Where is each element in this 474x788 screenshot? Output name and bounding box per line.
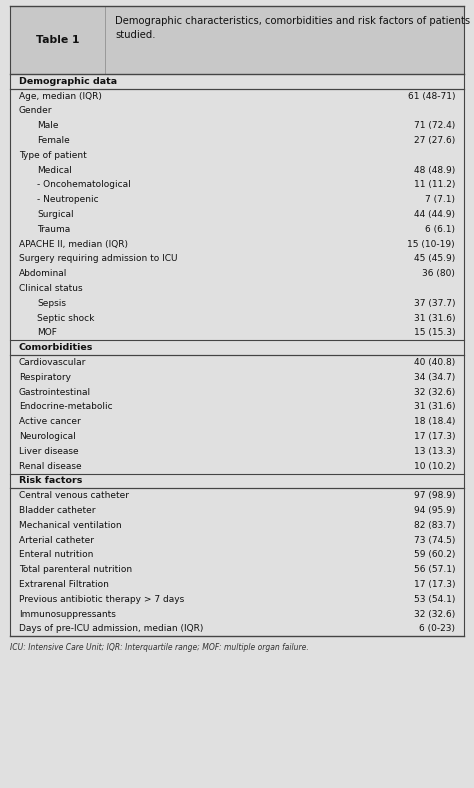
Text: Arterial catheter: Arterial catheter xyxy=(19,536,94,545)
Text: Table 1: Table 1 xyxy=(36,35,80,45)
Text: 44 (44.9): 44 (44.9) xyxy=(414,210,455,219)
Text: Days of pre-ICU admission, median (IQR): Days of pre-ICU admission, median (IQR) xyxy=(19,625,203,634)
Text: Trauma: Trauma xyxy=(37,225,70,234)
Text: Cardiovascular: Cardiovascular xyxy=(19,358,86,367)
Text: Risk factors: Risk factors xyxy=(19,477,82,485)
Text: Demographic characteristics, comorbidities and risk factors of patients
studied.: Demographic characteristics, comorbiditi… xyxy=(115,16,471,39)
Text: 73 (74.5): 73 (74.5) xyxy=(414,536,455,545)
Text: 7 (7.1): 7 (7.1) xyxy=(425,195,455,204)
Text: 56 (57.1): 56 (57.1) xyxy=(413,565,455,574)
Text: Type of patient: Type of patient xyxy=(19,151,87,160)
Text: 6 (0-23): 6 (0-23) xyxy=(419,625,455,634)
Text: Demographic data: Demographic data xyxy=(19,77,117,86)
Text: 27 (27.6): 27 (27.6) xyxy=(414,136,455,145)
Text: Age, median (IQR): Age, median (IQR) xyxy=(19,91,102,101)
Text: Septic shock: Septic shock xyxy=(37,314,94,323)
Text: 71 (72.4): 71 (72.4) xyxy=(414,121,455,130)
Text: 32 (32.6): 32 (32.6) xyxy=(414,388,455,396)
Bar xyxy=(10,74,464,637)
Text: 31 (31.6): 31 (31.6) xyxy=(413,314,455,323)
Text: Surgery requiring admission to ICU: Surgery requiring admission to ICU xyxy=(19,255,177,263)
Text: Female: Female xyxy=(37,136,70,145)
Text: 40 (40.8): 40 (40.8) xyxy=(414,358,455,367)
Text: Extrarenal Filtration: Extrarenal Filtration xyxy=(19,580,109,589)
Text: 61 (48-71): 61 (48-71) xyxy=(408,91,455,101)
Text: Enteral nutrition: Enteral nutrition xyxy=(19,551,93,559)
Text: 10 (10.2): 10 (10.2) xyxy=(414,462,455,470)
Text: - Neutropenic: - Neutropenic xyxy=(37,195,99,204)
Text: Comorbidities: Comorbidities xyxy=(19,344,93,352)
Text: Bladder catheter: Bladder catheter xyxy=(19,506,95,515)
Text: 59 (60.2): 59 (60.2) xyxy=(414,551,455,559)
Text: 11 (11.2): 11 (11.2) xyxy=(414,180,455,189)
Text: Respiratory: Respiratory xyxy=(19,373,71,382)
Text: 17 (17.3): 17 (17.3) xyxy=(413,432,455,441)
Text: 82 (83.7): 82 (83.7) xyxy=(414,521,455,530)
Text: 6 (6.1): 6 (6.1) xyxy=(425,225,455,234)
Text: Gender: Gender xyxy=(19,106,53,116)
Text: 32 (32.6): 32 (32.6) xyxy=(414,610,455,619)
Text: Central venous catheter: Central venous catheter xyxy=(19,491,129,500)
Text: 31 (31.6): 31 (31.6) xyxy=(413,403,455,411)
Text: 48 (48.9): 48 (48.9) xyxy=(414,165,455,175)
Text: Abdominal: Abdominal xyxy=(19,269,67,278)
Text: Male: Male xyxy=(37,121,58,130)
Text: Mechanical ventilation: Mechanical ventilation xyxy=(19,521,122,530)
Text: 36 (80): 36 (80) xyxy=(422,269,455,278)
Text: 94 (95.9): 94 (95.9) xyxy=(414,506,455,515)
Text: Active cancer: Active cancer xyxy=(19,418,81,426)
Text: Medical: Medical xyxy=(37,165,72,175)
Text: Gastrointestinal: Gastrointestinal xyxy=(19,388,91,396)
Bar xyxy=(10,6,464,74)
Text: Sepsis: Sepsis xyxy=(37,299,66,308)
Text: Clinical status: Clinical status xyxy=(19,284,82,293)
Text: Immunosuppressants: Immunosuppressants xyxy=(19,610,116,619)
Text: 15 (10-19): 15 (10-19) xyxy=(407,240,455,249)
Text: 15 (15.3): 15 (15.3) xyxy=(413,329,455,337)
Text: - Oncohematological: - Oncohematological xyxy=(37,180,131,189)
Text: Renal disease: Renal disease xyxy=(19,462,82,470)
Text: Endocrine-metabolic: Endocrine-metabolic xyxy=(19,403,113,411)
Text: 53 (54.1): 53 (54.1) xyxy=(414,595,455,604)
Text: ICU: Intensive Care Unit; IQR: Interquartile range; MOF: multiple organ failure.: ICU: Intensive Care Unit; IQR: Interquar… xyxy=(10,643,309,652)
Text: Neurological: Neurological xyxy=(19,432,76,441)
Text: 45 (45.9): 45 (45.9) xyxy=(414,255,455,263)
Text: MOF: MOF xyxy=(37,329,57,337)
Text: 17 (17.3): 17 (17.3) xyxy=(413,580,455,589)
Text: Surgical: Surgical xyxy=(37,210,73,219)
Text: 34 (34.7): 34 (34.7) xyxy=(414,373,455,382)
Text: 37 (37.7): 37 (37.7) xyxy=(413,299,455,308)
Text: Previous antibiotic therapy > 7 days: Previous antibiotic therapy > 7 days xyxy=(19,595,184,604)
Text: Liver disease: Liver disease xyxy=(19,447,79,456)
Text: 97 (98.9): 97 (98.9) xyxy=(413,491,455,500)
Text: Total parenteral nutrition: Total parenteral nutrition xyxy=(19,565,132,574)
Text: 13 (13.3): 13 (13.3) xyxy=(413,447,455,456)
Text: APACHE II, median (IQR): APACHE II, median (IQR) xyxy=(19,240,128,249)
Text: 18 (18.4): 18 (18.4) xyxy=(414,418,455,426)
